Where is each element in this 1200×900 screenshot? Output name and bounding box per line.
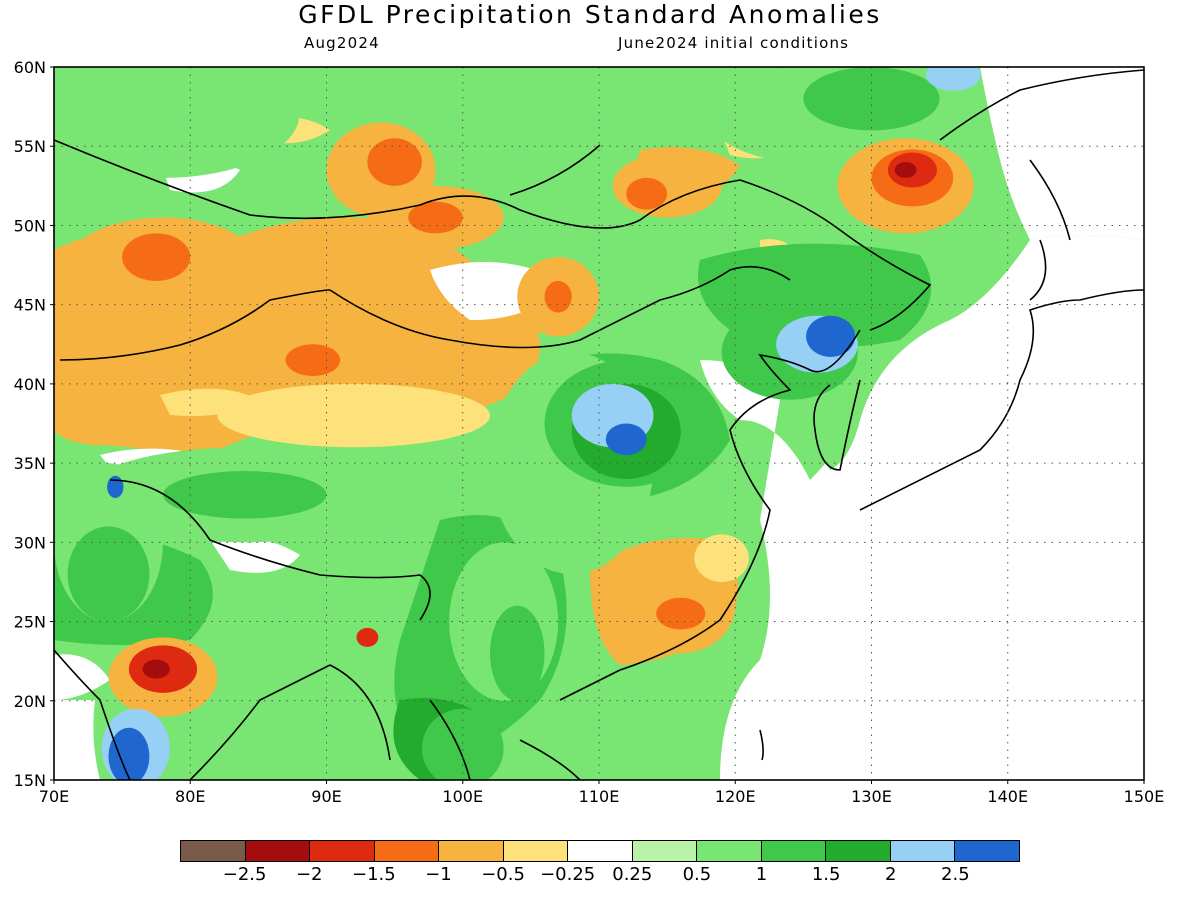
anomaly-region-m15_m1	[626, 177, 668, 210]
lat-label: 20N	[14, 692, 46, 711]
anomaly-region-gt_p25	[108, 727, 150, 780]
forecast-month: Aug2024	[304, 34, 380, 52]
coast-china-east	[619, 329, 861, 671]
lat-label: 35N	[14, 454, 46, 473]
lon-label: 90E	[311, 787, 341, 806]
anomaly-region-m25_m2	[894, 162, 917, 178]
legend-swatch	[310, 841, 375, 861]
legend-swatch	[955, 841, 1019, 861]
anomaly-region-m15_m1	[285, 344, 341, 376]
legend-swatch	[632, 841, 698, 861]
coast-korea	[813, 379, 861, 471]
lat-label: 55N	[14, 137, 46, 156]
lat-label: 40N	[14, 375, 46, 394]
anomaly-region-p05_p1	[367, 67, 749, 147]
anomaly-region-m15_m1	[544, 280, 572, 313]
lat-label: 30N	[14, 533, 46, 552]
legend-swatch	[761, 841, 827, 861]
legend-swatch	[890, 841, 956, 861]
lat-label: 60N	[14, 58, 46, 77]
border-mongolia-china	[329, 265, 791, 349]
lon-label: 110E	[579, 787, 620, 806]
lat-label: 45N	[14, 296, 46, 315]
lon-label: 100E	[442, 787, 483, 806]
lon-label: 120E	[715, 787, 756, 806]
legend-label: −2.5	[222, 864, 267, 885]
legend-label: −1	[425, 864, 452, 885]
legend-label: 2	[885, 864, 897, 885]
lon-label: 80E	[175, 787, 205, 806]
coast-india	[54, 649, 331, 780]
anomaly-region-m15_m1	[656, 597, 706, 630]
lon-label: 70E	[39, 787, 69, 806]
lat-label: 15N	[14, 771, 46, 790]
legend-label: 1	[755, 864, 768, 885]
coast-taiwan	[759, 729, 764, 761]
anomaly-region-m15_m1	[367, 138, 422, 186]
map-title: GFDL Precipitation Standard Anomalies	[298, 0, 882, 29]
anomaly-region-p1_p15	[490, 605, 545, 701]
initial-conditions: June2024 initial conditions	[618, 34, 850, 52]
lat-label: 25N	[14, 613, 46, 632]
anomaly-region-m2_m15	[356, 627, 379, 647]
lon-label: 130E	[851, 787, 892, 806]
legend-swatch	[181, 841, 246, 861]
legend-label: −0.25	[540, 864, 596, 885]
axis-ticks: 70E 80E 90E 100E 110E 120E 130E 140E 150E 15N 20N 2…	[14, 58, 1165, 806]
neutral-ocean-east	[700, 235, 1144, 780]
legend-label: −2	[295, 864, 323, 885]
lake-baikal	[509, 144, 601, 196]
anomaly-region-gt_p25	[107, 475, 124, 498]
legend-label: −0.5	[481, 864, 525, 885]
neutral-ne-corner	[980, 67, 1144, 240]
border-himalaya	[109, 479, 431, 621]
anomaly-region-p05_p1	[54, 67, 300, 178]
graticule	[54, 67, 1144, 780]
anomaly-region-p1_p15	[803, 67, 940, 131]
coast-okhotsk	[939, 69, 1144, 301]
legend-swatch	[697, 841, 762, 861]
coastlines-and-borders	[54, 69, 1144, 780]
legend-swatch	[245, 841, 311, 861]
anomaly-region-m1_m05	[612, 154, 722, 218]
legend-label: 1.5	[811, 864, 841, 885]
white-sw-corner	[54, 700, 100, 780]
anomaly-region-gt_p25	[605, 423, 647, 456]
legend-swatch	[374, 841, 440, 861]
border-russia-south	[54, 139, 932, 331]
legend-labels: −2.5 −2 −1.5 −1 −0.5 −0.25 0.25 0.5 1 1.5 2 2.5	[0, 864, 1200, 888]
coast-japan	[859, 289, 1144, 511]
anomaly-region-p1_p15	[163, 471, 327, 519]
anomaly-region-p1_p15	[421, 708, 504, 780]
lat-label: 50N	[14, 216, 46, 235]
color-legend	[180, 840, 1020, 862]
green-north-korea	[818, 389, 860, 470]
anomaly-region-m05_m025	[694, 534, 749, 582]
legend-swatch	[439, 841, 504, 861]
lon-label: 140E	[987, 787, 1028, 806]
anomaly-region-m15_m1	[122, 233, 191, 281]
neutral-patches-west	[54, 77, 700, 483]
anomaly-region-m1_m05	[176, 272, 422, 400]
anomaly-cores	[54, 67, 981, 780]
legend-label: 0.5	[682, 864, 712, 885]
anomaly-region-gt_p25	[806, 315, 856, 357]
legend-label: 2.5	[941, 864, 970, 885]
legend-swatch	[826, 841, 891, 861]
anomaly-region-p2_p25	[926, 67, 981, 91]
border-kazakhstan	[59, 289, 331, 361]
white-coast-south	[54, 537, 300, 700]
legend-label: 0.25	[612, 864, 653, 885]
anomaly-region-m05_m025	[217, 383, 490, 448]
anomaly-region-p1_p15	[67, 526, 150, 622]
legend-swatch	[503, 841, 569, 861]
lon-label: 150E	[1124, 787, 1165, 806]
legend-swatch	[568, 841, 633, 861]
legend-label: −1.5	[351, 864, 396, 885]
anomaly-region-m25_m2	[142, 659, 170, 679]
